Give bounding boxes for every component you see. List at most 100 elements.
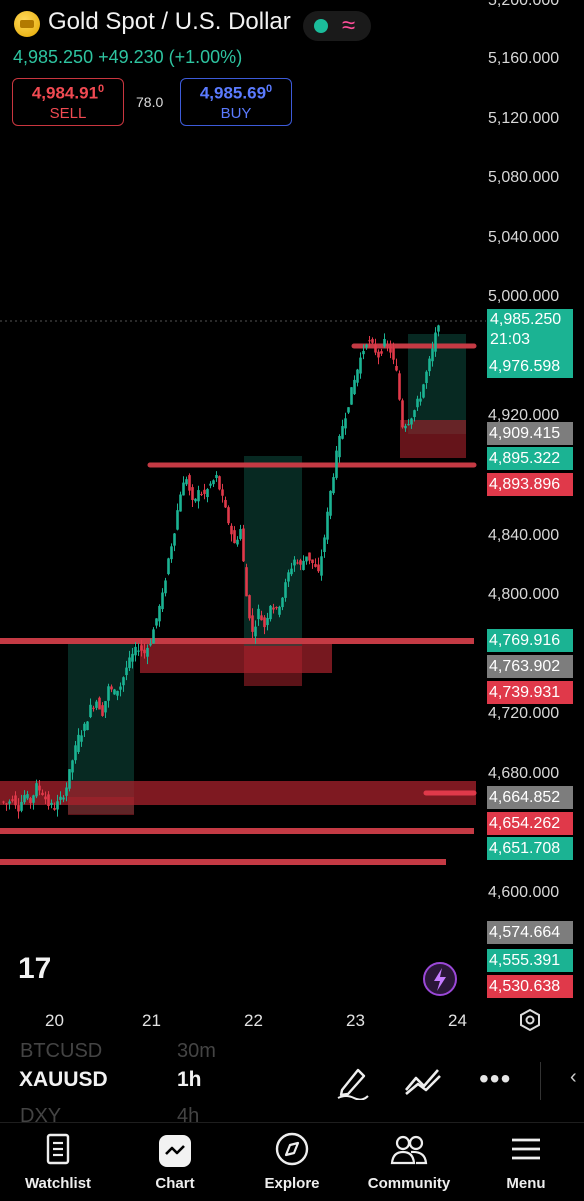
candle	[68, 769, 71, 789]
candle	[323, 537, 326, 553]
y-tick: 5,040.000	[488, 229, 560, 246]
candle	[8, 801, 11, 804]
candle	[62, 797, 65, 800]
candle	[257, 608, 260, 620]
candle	[14, 795, 17, 806]
candle	[326, 511, 329, 540]
x-tick: 23	[346, 1011, 365, 1030]
candle	[365, 344, 368, 348]
candle	[299, 560, 302, 565]
candle	[134, 646, 137, 656]
candle	[254, 626, 257, 637]
chart-settings-icon[interactable]	[520, 1008, 540, 1032]
candle	[122, 677, 125, 686]
candle	[275, 607, 278, 609]
x-tick: 24	[448, 1011, 467, 1030]
long-position-zone-3[interactable]	[408, 334, 466, 434]
candle	[296, 562, 299, 564]
watchlist-icon	[46, 1133, 70, 1165]
nav-menu[interactable]: Menu	[468, 1123, 584, 1201]
candle	[269, 605, 272, 620]
buy-label: BUY	[220, 105, 252, 122]
candle	[176, 510, 179, 530]
sell-label: SELL	[49, 105, 87, 122]
nav-label: Explore	[264, 1175, 320, 1192]
candle	[374, 344, 377, 353]
symbol-selector[interactable]: XAUUSD	[19, 1068, 108, 1091]
candle	[83, 723, 86, 731]
candle	[5, 803, 8, 805]
candle	[239, 529, 242, 539]
candle	[359, 357, 362, 374]
price-badge: 4,769.916	[487, 629, 573, 652]
candle	[119, 686, 122, 690]
nav-chart[interactable]: Chart	[117, 1123, 233, 1201]
nav-label: Menu	[506, 1175, 546, 1192]
collapse-chevron-icon[interactable]: ‹	[570, 1066, 577, 1088]
candle	[146, 647, 149, 657]
more-options-icon[interactable]: •••	[479, 1063, 512, 1094]
candle	[293, 559, 296, 566]
ghost-interval-top[interactable]: 30m	[177, 1040, 216, 1062]
buy-button[interactable]: 4,985.690 BUY	[180, 78, 292, 126]
candle	[338, 435, 341, 458]
nav-community[interactable]: Community	[351, 1123, 467, 1201]
nav-explore[interactable]: Explore	[234, 1123, 350, 1201]
ghost-symbol-top[interactable]: BTCUSD	[20, 1040, 103, 1062]
candle	[398, 373, 401, 400]
long-position-zone-2[interactable]	[244, 456, 302, 646]
x-tick: 21	[142, 1011, 161, 1030]
price-chart[interactable]: 17	[0, 0, 584, 1040]
candle	[344, 418, 347, 429]
candle	[347, 407, 350, 413]
candle	[368, 340, 371, 342]
draw-pen-icon[interactable]	[334, 1064, 370, 1100]
candles	[2, 324, 440, 819]
indicators-icon[interactable]	[404, 1066, 444, 1096]
candle	[311, 559, 314, 564]
candle	[98, 697, 101, 710]
candle	[266, 617, 269, 626]
chart-header: Gold Spot / U.S. Dollar ≈ 4,985.250 +49.…	[0, 0, 584, 140]
candle	[263, 617, 266, 628]
candle	[182, 482, 185, 496]
candle	[143, 649, 146, 654]
candle	[110, 686, 113, 690]
price-badge: 4,893.896	[487, 473, 573, 496]
candle	[173, 533, 176, 546]
wave-icon: ≈	[342, 12, 356, 39]
candle	[341, 426, 344, 439]
hamburger-menu-icon	[512, 1138, 540, 1160]
candle	[101, 705, 104, 716]
status-pill[interactable]: ≈	[303, 11, 371, 41]
candle	[38, 785, 41, 791]
candle	[23, 795, 26, 803]
candle	[194, 498, 197, 502]
y-tick: 4,600.000	[488, 884, 560, 901]
community-icon	[390, 1135, 428, 1165]
candle	[137, 650, 140, 652]
candle	[26, 794, 29, 799]
candle	[350, 387, 353, 405]
candle	[419, 398, 422, 402]
price-badge: 4,739.931	[487, 681, 573, 704]
gold-logo-icon	[14, 11, 40, 37]
sell-price: 4,984.910	[31, 83, 105, 103]
candle	[353, 379, 356, 395]
sell-button[interactable]: 4,984.910 SELL	[12, 78, 124, 126]
candle	[242, 528, 245, 562]
candle	[371, 339, 374, 343]
ghost-symbol-bottom[interactable]: DXY	[20, 1105, 62, 1127]
interval-selector[interactable]: 1h	[177, 1068, 202, 1091]
price-badge: 4,654.262	[487, 812, 573, 835]
candle	[308, 552, 311, 561]
bar-countdown: 21:03	[490, 331, 531, 348]
candle	[437, 325, 440, 332]
candle	[155, 618, 158, 626]
y-tick: 5,000.000	[488, 288, 560, 305]
candle	[224, 499, 227, 508]
candle	[305, 556, 308, 562]
ghost-interval-bottom[interactable]: 4h	[177, 1105, 200, 1127]
symbol-title[interactable]: Gold Spot / U.S. Dollar	[48, 8, 291, 35]
nav-watchlist[interactable]: Watchlist	[0, 1123, 116, 1201]
